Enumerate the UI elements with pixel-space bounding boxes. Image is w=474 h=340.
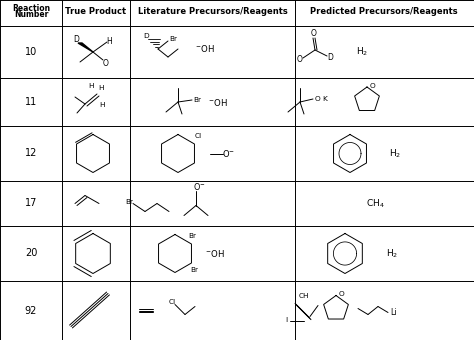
Text: Reaction: Reaction xyxy=(12,4,50,13)
Text: True Product: True Product xyxy=(65,7,127,16)
Text: O: O xyxy=(339,291,345,298)
Text: D: D xyxy=(327,53,333,63)
Text: O$^{-}$: O$^{-}$ xyxy=(193,181,205,192)
Text: $^{-}$OH: $^{-}$OH xyxy=(205,248,225,259)
Text: CH: CH xyxy=(299,293,309,300)
Text: H$_2$: H$_2$ xyxy=(389,147,401,160)
Text: H$_2$: H$_2$ xyxy=(356,46,368,58)
Text: $^{-}$OH: $^{-}$OH xyxy=(195,44,215,54)
Text: Number: Number xyxy=(14,10,48,19)
Text: 12: 12 xyxy=(25,149,37,158)
Text: H: H xyxy=(88,83,94,89)
Text: K: K xyxy=(323,96,328,102)
Text: Cl: Cl xyxy=(194,134,201,139)
Text: Br: Br xyxy=(169,36,177,42)
Text: H: H xyxy=(98,85,104,91)
Text: CH$_4$: CH$_4$ xyxy=(365,197,384,210)
Text: O: O xyxy=(297,55,303,65)
Text: 10: 10 xyxy=(25,47,37,57)
Text: O$^{-}$: O$^{-}$ xyxy=(221,148,235,159)
Text: 20: 20 xyxy=(25,249,37,258)
Text: D: D xyxy=(143,33,149,39)
Polygon shape xyxy=(78,43,93,52)
Text: Br: Br xyxy=(125,199,133,204)
Text: O: O xyxy=(311,30,317,38)
Text: Br: Br xyxy=(188,233,196,238)
Text: Br: Br xyxy=(190,267,198,272)
Text: 92: 92 xyxy=(25,306,37,316)
Text: Literature Precursors/Reagents: Literature Precursors/Reagents xyxy=(138,7,288,16)
Text: D: D xyxy=(73,34,79,44)
Text: H: H xyxy=(106,36,112,46)
Text: 17: 17 xyxy=(25,199,37,208)
Text: O: O xyxy=(370,83,376,89)
Text: Br: Br xyxy=(193,97,201,103)
Text: 11: 11 xyxy=(25,97,37,107)
Text: $^{-}$OH: $^{-}$OH xyxy=(208,97,228,107)
Text: Cl: Cl xyxy=(168,299,175,305)
Text: O: O xyxy=(315,96,321,102)
Text: O: O xyxy=(103,58,109,68)
Text: H$_2$: H$_2$ xyxy=(386,247,398,260)
Text: I: I xyxy=(285,318,287,323)
Text: H: H xyxy=(99,102,105,108)
Text: Predicted Precursors/Reagents: Predicted Precursors/Reagents xyxy=(310,7,458,16)
Text: Li: Li xyxy=(391,308,397,317)
